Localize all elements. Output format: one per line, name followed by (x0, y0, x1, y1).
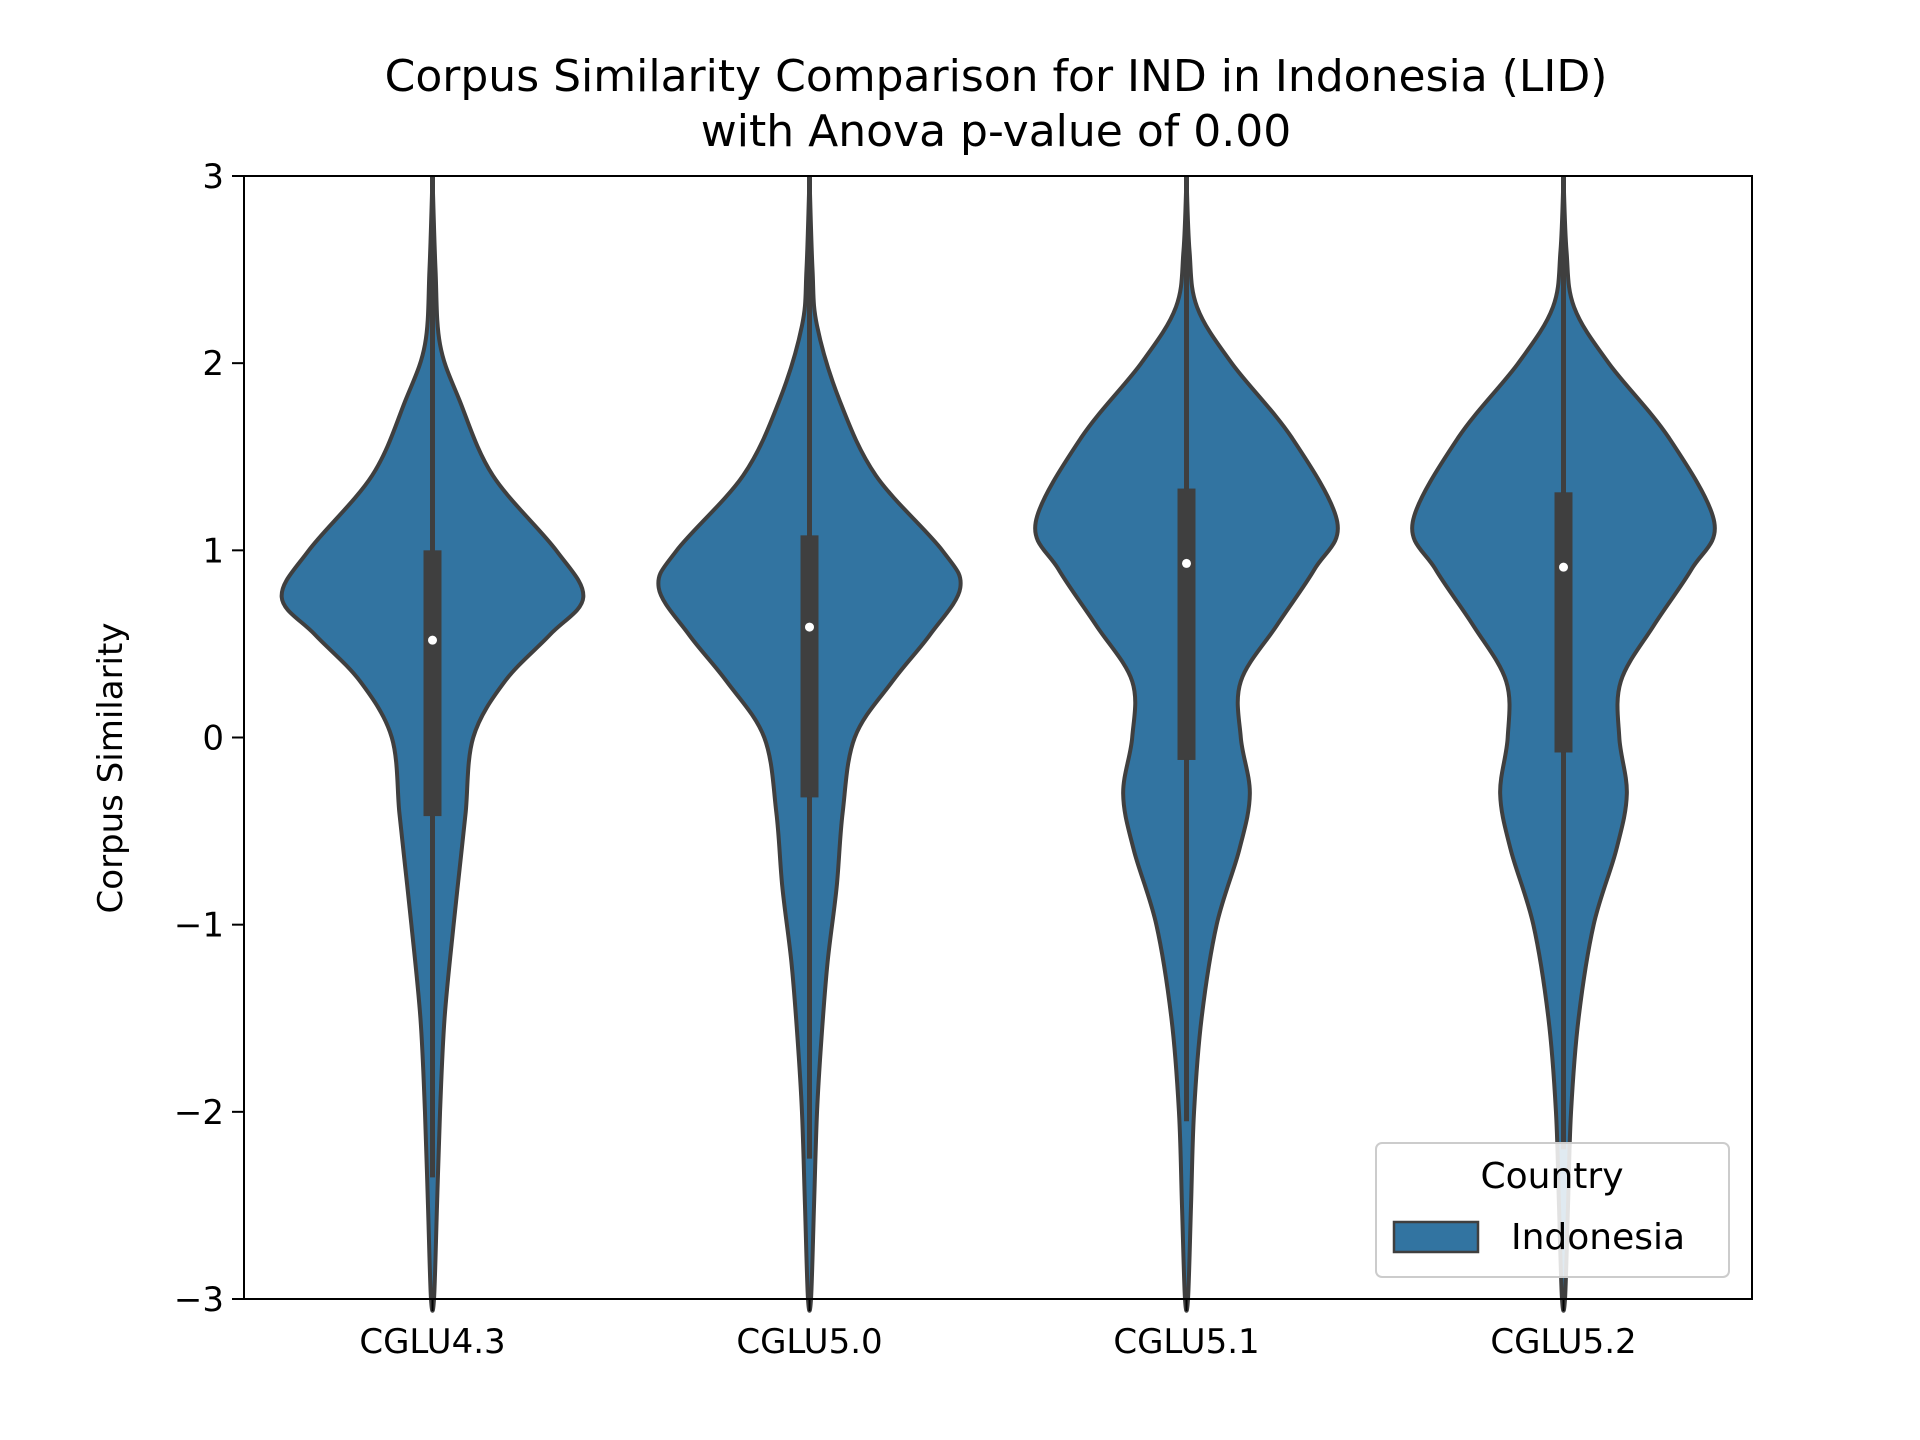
chart-title-line-2: with Anova p-value of 0.00 (701, 106, 1291, 157)
x-tick-label-cglu5-1: CGLU5.1 (1113, 1322, 1259, 1362)
legend: Country Indonesia (1375, 1142, 1730, 1278)
median-point-cglu5-1 (1182, 558, 1191, 568)
x-tick-label-cglu4-3: CGLU4.3 (359, 1322, 505, 1362)
median-point-cglu4-3 (428, 635, 437, 645)
y-tick-label: 2 (202, 344, 224, 384)
legend-title: Country (1480, 1156, 1623, 1197)
y-tick-label: −3 (174, 1280, 224, 1320)
plot-area (279, 175, 1717, 1313)
y-tick-label: −1 (174, 906, 224, 946)
y-tick-label: −2 (174, 1093, 224, 1133)
y-tick-label: 0 (202, 719, 224, 759)
y-axis-label: Corpus Similarity (91, 623, 131, 914)
iqr-box-cglu4-3 (423, 550, 442, 817)
x-tick-label-cglu5-0: CGLU5.0 (736, 1322, 882, 1362)
iqr-box-cglu5-1 (1177, 488, 1196, 760)
chart-title-line-1: Corpus Similarity Comparison for IND in … (385, 51, 1608, 102)
iqr-box-cglu5-2 (1554, 492, 1573, 753)
chart-title: Corpus Similarity Comparison for IND in … (385, 51, 1608, 157)
legend-entry-indonesia: Indonesia (1511, 1217, 1685, 1258)
legend-swatch (1392, 1220, 1480, 1254)
y-axis: −3 −2 −1 0 1 2 3 (174, 157, 244, 1320)
median-point-cglu5-2 (1559, 562, 1568, 572)
y-tick-label: 1 (202, 531, 224, 571)
iqr-box-cglu5-0 (800, 535, 819, 798)
x-axis: CGLU4.3 CGLU5.0 CGLU5.1 CGLU5.2 (359, 1299, 1637, 1362)
x-tick-label-cglu5-2: CGLU5.2 (1490, 1322, 1636, 1362)
y-tick-label: 3 (202, 157, 224, 197)
median-point-cglu5-0 (805, 622, 814, 632)
plot-frame (243, 175, 1753, 1300)
